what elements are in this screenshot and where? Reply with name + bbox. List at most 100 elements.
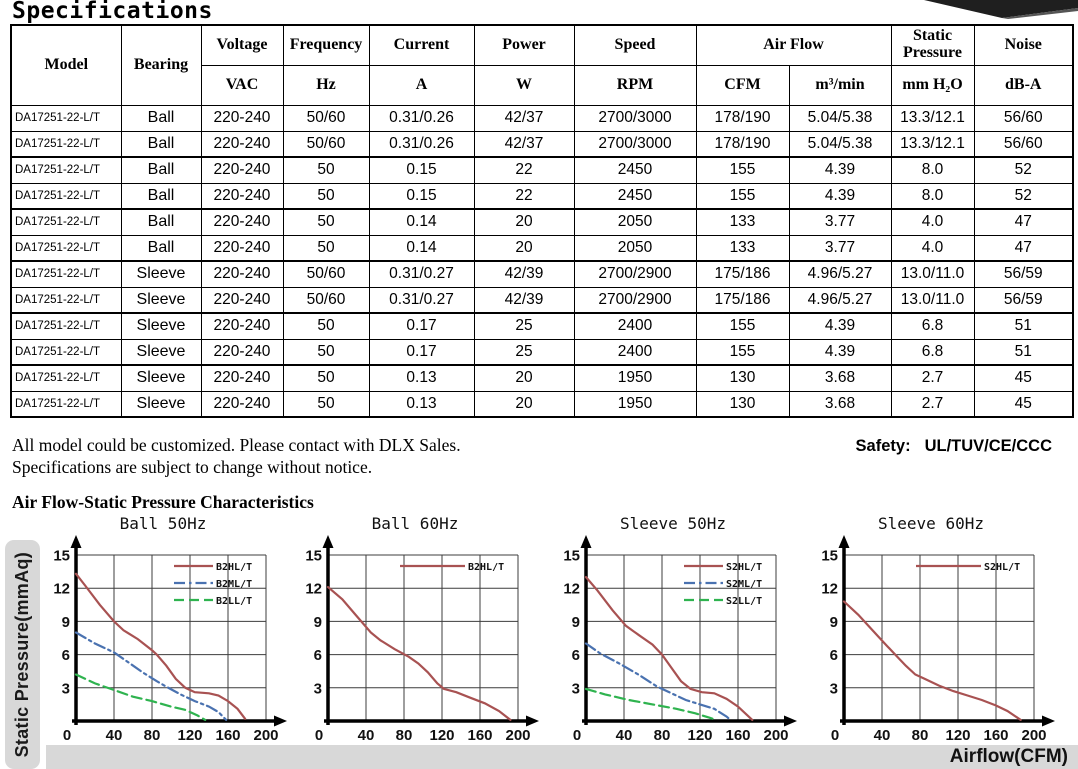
table-cell: 130 (695, 390, 790, 418)
table-cell: 0.13 (368, 390, 475, 418)
table-cell: 5.04/5.38 (788, 104, 892, 132)
table-cell: 8.0 (890, 182, 975, 210)
table-cell: Ball (120, 234, 202, 262)
table-cell: 178/190 (695, 130, 790, 158)
spec-table: Model Bearing Voltage Frequency Current … (10, 24, 1074, 418)
x-tick-label: 120 (177, 727, 202, 744)
y-tick-label: 9 (314, 614, 322, 631)
table-cell: Ball (120, 208, 202, 236)
table-cell: 47 (973, 234, 1074, 262)
table-cell: 1950 (573, 390, 697, 418)
table-cell: 2700/3000 (573, 104, 697, 132)
table-cell: 0.15 (368, 182, 475, 210)
x-tick-label: 200 (505, 727, 530, 744)
y-tick-label: 9 (62, 614, 70, 631)
x-axis-label-bar: Airflow(CFM) (46, 745, 1078, 769)
table-cell: 2700/2900 (573, 286, 697, 314)
table-cell: 4.39 (788, 312, 892, 340)
x-tick-label: 200 (763, 727, 788, 744)
col-header-current: Current (368, 24, 475, 66)
table-cell: 220-240 (200, 104, 284, 132)
y-tick-label: 9 (572, 614, 580, 631)
table-cell: 0.31/0.27 (368, 286, 475, 314)
table-cell: 220-240 (200, 364, 284, 392)
table-cell: 5.04/5.38 (788, 130, 892, 158)
table-cell: 220-240 (200, 234, 284, 262)
table-cell: DA17251-22-L/T (10, 364, 122, 392)
table-cell: DA17251-22-L/T (10, 104, 122, 132)
series-line (584, 642, 732, 721)
col-header-bearing: Bearing (120, 24, 202, 106)
x-tick-label: 40 (106, 727, 123, 744)
table-cell: 13.3/12.1 (890, 130, 975, 158)
table-row: DA17251-22-L/T Sleeve 220-240 50/60 0.31/0.2… (10, 260, 1074, 288)
table-cell: 175/186 (695, 260, 790, 288)
table-cell: 42/39 (473, 286, 575, 314)
table-cell: 51 (973, 312, 1074, 340)
header-row-names: Model Bearing Voltage Frequency Current … (10, 24, 1074, 106)
table-row: DA17251-22-L/T Ball 220-240 50/60 0.31/0.26 4… (10, 130, 1074, 158)
y-tick-label: 3 (830, 680, 838, 697)
series-line (584, 687, 718, 721)
y-tick-label: 3 (572, 680, 580, 697)
table-cell: 175/186 (695, 286, 790, 314)
table-row: DA17251-22-L/T Sleeve 220-240 50 0.13 20 1950 1… (10, 390, 1074, 418)
legend-label: S2HL/T (726, 562, 762, 573)
table-cell: 220-240 (200, 286, 284, 314)
chart-sleeve-60hz: Sleeve 60Hz 3 6 9 12 15 0 40 80 120 160 200 S2HL/T (806, 514, 1056, 750)
x-tick-label: 80 (654, 727, 671, 744)
table-cell: 25 (473, 312, 575, 340)
unit-current: A (368, 64, 475, 106)
x-tick-label: 120 (945, 727, 970, 744)
table-cell: 220-240 (200, 182, 284, 210)
y-tick-label: 12 (305, 581, 322, 598)
x-axis-label: Airflow(CFM) (949, 746, 1068, 767)
table-cell: 220-240 (200, 156, 284, 184)
y-tick-label: 9 (830, 614, 838, 631)
chart-ball-60hz: Ball 60Hz 3 6 9 12 15 0 40 80 120 160 200 B2HL/T (290, 514, 540, 750)
x-tick-label: 0 (573, 727, 581, 744)
table-cell: 51 (973, 338, 1074, 366)
table-cell: 22 (473, 182, 575, 210)
table-cell: 1950 (573, 364, 697, 392)
table-cell: 13.0/11.0 (890, 260, 975, 288)
x-tick-label: 160 (983, 727, 1008, 744)
table-cell: 155 (695, 156, 790, 184)
series-line (584, 575, 754, 721)
chart-title: Ball 50Hz (119, 514, 207, 533)
table-cell: 20 (473, 390, 575, 418)
table-cell: 155 (695, 182, 790, 210)
y-tick-label: 6 (314, 647, 322, 664)
y-tick-label: 12 (53, 581, 70, 598)
x-tick-label: 0 (831, 727, 839, 744)
x-tick-label: 120 (429, 727, 454, 744)
table-row: DA17251-22-L/T Ball 220-240 50 0.15 22 2450 155… (10, 156, 1074, 184)
table-cell: 2.7 (890, 364, 975, 392)
table-cell: 2450 (573, 182, 697, 210)
table-cell: 56/60 (973, 130, 1074, 158)
unit-voltage: VAC (200, 64, 284, 106)
table-cell: 3.68 (788, 390, 892, 418)
unit-airflow-m3min: m³/min (788, 64, 892, 106)
y-axis-label: Static Pressure(mmAq) (12, 551, 32, 758)
col-header-noise: Noise (973, 24, 1074, 66)
legend-label: S2ML/T (726, 579, 762, 590)
table-cell: 56/60 (973, 104, 1074, 132)
table-cell: 133 (695, 208, 790, 236)
table-cell: 45 (973, 364, 1074, 392)
y-tick-label: 15 (821, 548, 838, 565)
notes-block: All model could be customized. Please co… (12, 434, 461, 478)
x-tick-label: 200 (1021, 727, 1046, 744)
table-cell: 6.8 (890, 338, 975, 366)
table-cell: 56/59 (973, 260, 1074, 288)
table-cell: 50/60 (282, 260, 370, 288)
col-header-voltage: Voltage (200, 24, 284, 66)
series-line (74, 673, 207, 721)
table-cell: 0.31/0.27 (368, 260, 475, 288)
y-axis-arrow-icon (580, 535, 592, 548)
table-cell: DA17251-22-L/T (10, 260, 122, 288)
x-tick-label: 0 (63, 727, 71, 744)
x-axis-arrow-icon (784, 715, 797, 727)
table-cell: 52 (973, 156, 1074, 184)
chart-svg-sleeve-50hz: 3 6 9 12 15 0 40 80 120 160 200 S2HL/T S2ML/T S2LL/T (563, 535, 797, 744)
